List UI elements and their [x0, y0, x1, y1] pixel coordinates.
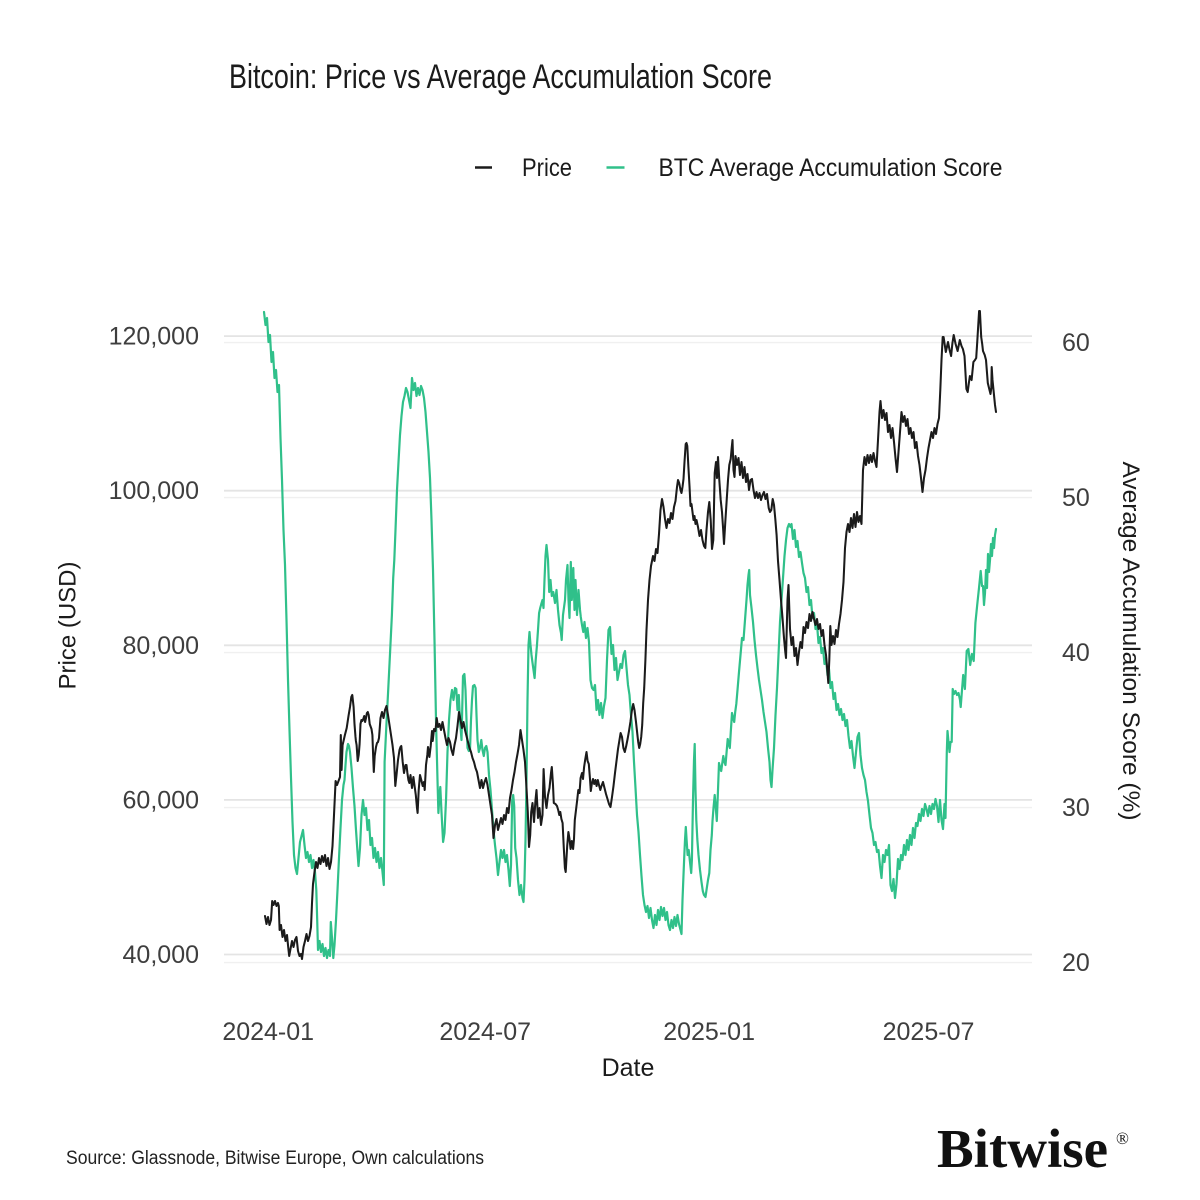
svg-text:Date: Date: [602, 1054, 655, 1082]
svg-text:®: ®: [1116, 1129, 1129, 1148]
svg-text:Average Accumulation Score (%): Average Accumulation Score (%): [1117, 461, 1144, 820]
svg-text:60: 60: [1062, 329, 1090, 357]
svg-text:Bitwise: Bitwise: [937, 1118, 1108, 1179]
svg-text:Bitcoin: Price vs Average Accu: Bitcoin: Price vs Average Accumulation S…: [229, 58, 772, 96]
svg-text:2024-07: 2024-07: [439, 1018, 531, 1046]
svg-text:Price: Price: [522, 154, 572, 182]
svg-text:2024-01: 2024-01: [222, 1018, 314, 1046]
svg-text:2025-01: 2025-01: [663, 1018, 755, 1046]
svg-text:BTC Average Accumulation Score: BTC Average Accumulation Score: [659, 154, 1003, 182]
svg-text:40,000: 40,000: [123, 941, 199, 969]
svg-text:80,000: 80,000: [123, 632, 199, 660]
svg-text:2025-07: 2025-07: [883, 1018, 975, 1046]
svg-text:100,000: 100,000: [109, 477, 199, 505]
svg-text:40: 40: [1062, 639, 1090, 667]
svg-text:Price (USD): Price (USD): [55, 561, 82, 689]
svg-text:30: 30: [1062, 794, 1090, 822]
svg-text:20: 20: [1062, 949, 1090, 977]
svg-text:Source: Glassnode, Bitwise Eur: Source: Glassnode, Bitwise Europe, Own c…: [66, 1148, 484, 1169]
svg-text:50: 50: [1062, 484, 1090, 512]
svg-text:60,000: 60,000: [123, 786, 199, 814]
svg-text:120,000: 120,000: [109, 323, 199, 351]
